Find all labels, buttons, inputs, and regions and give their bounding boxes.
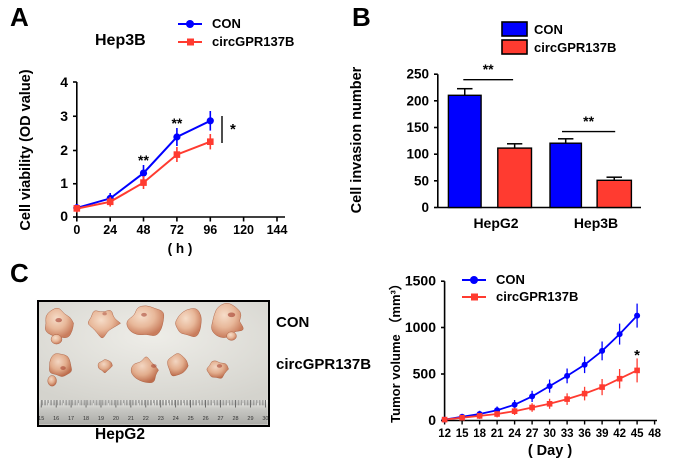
svg-text:100: 100 (406, 147, 429, 162)
svg-text:0: 0 (73, 223, 80, 237)
svg-text:27: 27 (218, 416, 224, 422)
svg-text:96: 96 (203, 223, 217, 237)
svg-text:0: 0 (60, 208, 68, 224)
svg-text:*: * (230, 121, 236, 138)
svg-text:144: 144 (267, 223, 288, 237)
svg-text:26: 26 (203, 416, 209, 422)
svg-text:**: ** (138, 152, 149, 168)
svg-text:30: 30 (543, 428, 556, 440)
svg-text:24: 24 (508, 428, 521, 440)
svg-text:2: 2 (60, 142, 68, 158)
svg-text:Hep3B: Hep3B (574, 215, 618, 231)
svg-text:**: ** (583, 113, 594, 129)
svg-text:500: 500 (413, 366, 437, 382)
svg-text:( h ): ( h ) (168, 241, 193, 256)
svg-text:18: 18 (83, 416, 89, 422)
svg-text:HepG2: HepG2 (473, 215, 518, 231)
svg-text:Tumor volume （mm³）: Tumor volume （mm³） (388, 277, 403, 423)
svg-text:25: 25 (188, 416, 194, 422)
svg-text:Cell viability (OD value): Cell viability (OD value) (18, 69, 34, 230)
svg-text:24: 24 (173, 416, 179, 422)
svg-text:**: ** (483, 61, 494, 77)
svg-text:22: 22 (143, 416, 149, 422)
svg-text:200: 200 (406, 93, 429, 108)
svg-text:24: 24 (103, 223, 117, 237)
svg-text:17: 17 (68, 416, 74, 422)
svg-text:23: 23 (158, 416, 164, 422)
svg-text:27: 27 (526, 428, 539, 440)
svg-text:120: 120 (233, 223, 254, 237)
svg-text:150: 150 (406, 120, 429, 135)
svg-text:18: 18 (473, 428, 486, 440)
svg-text:250: 250 (406, 67, 429, 82)
svg-text:4: 4 (60, 74, 68, 90)
svg-text:19: 19 (98, 416, 104, 422)
svg-text:1500: 1500 (405, 273, 436, 289)
svg-text:36: 36 (578, 428, 591, 440)
svg-text:33: 33 (561, 428, 574, 440)
svg-text:1000: 1000 (405, 319, 436, 335)
svg-text:39: 39 (596, 428, 609, 440)
svg-text:1: 1 (60, 175, 68, 191)
svg-text:42: 42 (613, 428, 626, 440)
svg-text:21: 21 (128, 416, 134, 422)
svg-text:16: 16 (53, 416, 59, 422)
svg-text:72: 72 (170, 223, 184, 237)
svg-text:3: 3 (60, 108, 68, 124)
svg-text:21: 21 (491, 428, 504, 440)
svg-text:0: 0 (421, 200, 429, 215)
svg-text:0: 0 (428, 412, 436, 428)
svg-text:15: 15 (39, 416, 44, 422)
svg-text:48: 48 (648, 428, 661, 440)
svg-text:28: 28 (232, 416, 238, 422)
svg-text:20: 20 (113, 416, 119, 422)
svg-text:15: 15 (456, 428, 469, 440)
svg-text:45: 45 (631, 428, 644, 440)
svg-text:12: 12 (438, 428, 451, 440)
svg-text:**: ** (171, 115, 182, 131)
svg-text:29: 29 (247, 416, 253, 422)
svg-text:( Day ): ( Day ) (528, 443, 572, 459)
svg-text:Cell invasion number: Cell invasion number (349, 66, 365, 213)
svg-text:30: 30 (262, 416, 267, 422)
svg-text:48: 48 (137, 223, 151, 237)
svg-text:*: * (634, 347, 640, 364)
svg-text:50: 50 (414, 173, 429, 188)
